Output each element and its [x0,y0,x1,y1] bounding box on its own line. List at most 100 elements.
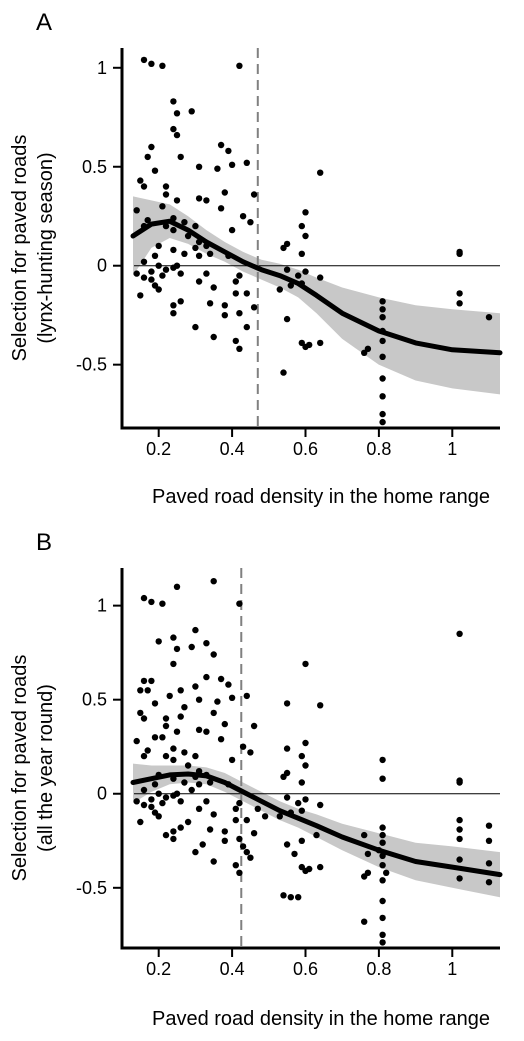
data-point [236,869,243,876]
data-point [283,794,291,801]
data-point [133,798,140,805]
data-point [361,918,368,925]
data-point [243,816,250,824]
data-point [287,282,294,289]
data-point [456,250,463,257]
data-point [133,270,140,277]
data-point [155,262,162,269]
data-point [203,270,210,277]
data-point [133,737,140,745]
data-point [379,306,386,313]
data-point [173,583,181,590]
data-point [144,153,151,161]
data-point [302,232,309,240]
y-tick-label: 0.5 [82,157,107,177]
data-point [232,816,239,824]
data-point [151,167,159,174]
x-tick-label: 0.4 [220,439,245,459]
data-point [173,131,181,139]
data-point [170,246,177,254]
data-point [140,715,148,722]
data-point [170,302,177,309]
data-point [317,339,324,347]
data-point [170,264,177,271]
y-tick-label: 0 [97,256,107,276]
data-point [210,858,217,865]
data-point [159,272,166,279]
data-point [228,694,236,701]
data-point [151,734,159,741]
x-tick-label: 0.2 [146,439,171,459]
data-point [302,268,309,275]
data-point [214,698,221,705]
data-point [159,799,166,807]
data-point [236,272,243,279]
data-point [195,195,203,202]
x-tick-label: 0.2 [146,959,171,979]
data-point [298,752,305,760]
data-point [221,828,228,835]
data-point [379,393,386,400]
panel-letter: B [36,529,52,556]
data-point [280,773,287,780]
data-point [148,268,155,275]
data-point [306,341,313,349]
data-point [170,226,177,234]
data-point [283,745,291,752]
data-point [295,272,302,279]
data-point [236,600,243,607]
chart-a-svg: 0.2 0.4 0.6 0.8 1 -0.5 0 0.5 1 A Paved road densit… [9,9,503,508]
data-point [298,250,305,257]
data-point [181,779,188,786]
data-point [159,600,166,607]
data-point [137,818,144,826]
data-point [456,826,463,833]
y-axis-title-line2: (all the year round) [35,684,57,852]
data-point [140,752,148,760]
data-point [247,854,254,861]
data-point [159,203,166,210]
data-point [243,323,250,331]
data-point [217,205,225,212]
data-point [379,914,386,922]
data-point [162,752,170,760]
x-tick-label: 1 [447,439,457,459]
data-point [155,638,162,645]
data-point [302,739,309,747]
data-point [485,822,493,829]
data-point [364,850,372,858]
data-point [232,337,239,345]
data-point [140,594,148,602]
data-point [456,835,463,843]
data-point [203,197,210,204]
data-point [379,931,386,938]
data-point [173,728,181,735]
data-point [203,798,210,805]
fitted-curve [130,771,503,878]
data-point [456,300,463,307]
data-point [206,826,214,833]
data-point [287,894,294,901]
data-point [456,856,463,863]
data-point [221,312,228,319]
data-point [250,304,258,311]
data-point [221,720,228,728]
data-point [379,353,386,360]
data-point [188,643,195,651]
data-point [283,700,291,707]
data-point [144,217,151,224]
data-point [236,62,243,69]
data-point [162,715,170,722]
data-point [254,805,261,812]
data-point [456,875,463,882]
data-point [210,651,217,658]
data-point [243,290,250,297]
data-point [221,302,228,309]
data-point [291,850,298,858]
data-point [239,843,247,850]
y-tick-label: 1 [97,58,107,78]
data-point [206,779,214,786]
y-axis-title-line1: Selection for paved roads [9,135,31,362]
data-point [151,700,159,707]
y-tick-label: -0.5 [76,355,107,375]
